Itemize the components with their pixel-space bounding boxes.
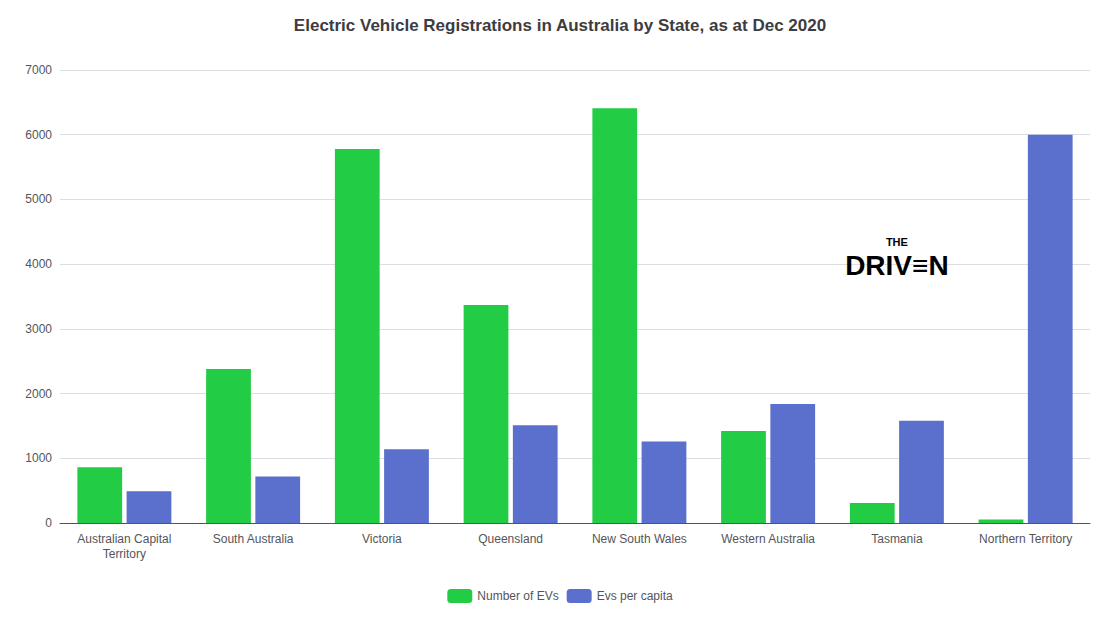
svg-text:THE: THE: [886, 236, 908, 248]
svg-text:Evs per capita: Evs per capita: [597, 589, 673, 603]
svg-text:7000: 7000: [25, 63, 52, 77]
svg-text:3000: 3000: [25, 322, 52, 336]
svg-text:2000: 2000: [25, 387, 52, 401]
svg-text:Number of EVs: Number of EVs: [477, 589, 558, 603]
svg-text:Queensland: Queensland: [478, 532, 543, 546]
svg-text:Territory: Territory: [103, 547, 146, 561]
svg-text:Tasmania: Tasmania: [871, 532, 923, 546]
svg-text:DRIV≡N: DRIV≡N: [845, 250, 948, 281]
svg-text:Western Australia: Western Australia: [721, 532, 815, 546]
svg-text:Electric Vehicle Registrations: Electric Vehicle Registrations in Austra…: [294, 16, 826, 35]
svg-text:6000: 6000: [25, 128, 52, 142]
svg-text:4000: 4000: [25, 257, 52, 271]
svg-text:Victoria: Victoria: [362, 532, 402, 546]
svg-text:1000: 1000: [25, 451, 52, 465]
svg-text:Australian Capital: Australian Capital: [77, 532, 171, 546]
svg-text:New South Wales: New South Wales: [592, 532, 687, 546]
svg-text:South Australia: South Australia: [213, 532, 294, 546]
svg-text:Northern Territory: Northern Territory: [979, 532, 1072, 546]
svg-text:0: 0: [45, 516, 52, 530]
svg-text:5000: 5000: [25, 192, 52, 206]
